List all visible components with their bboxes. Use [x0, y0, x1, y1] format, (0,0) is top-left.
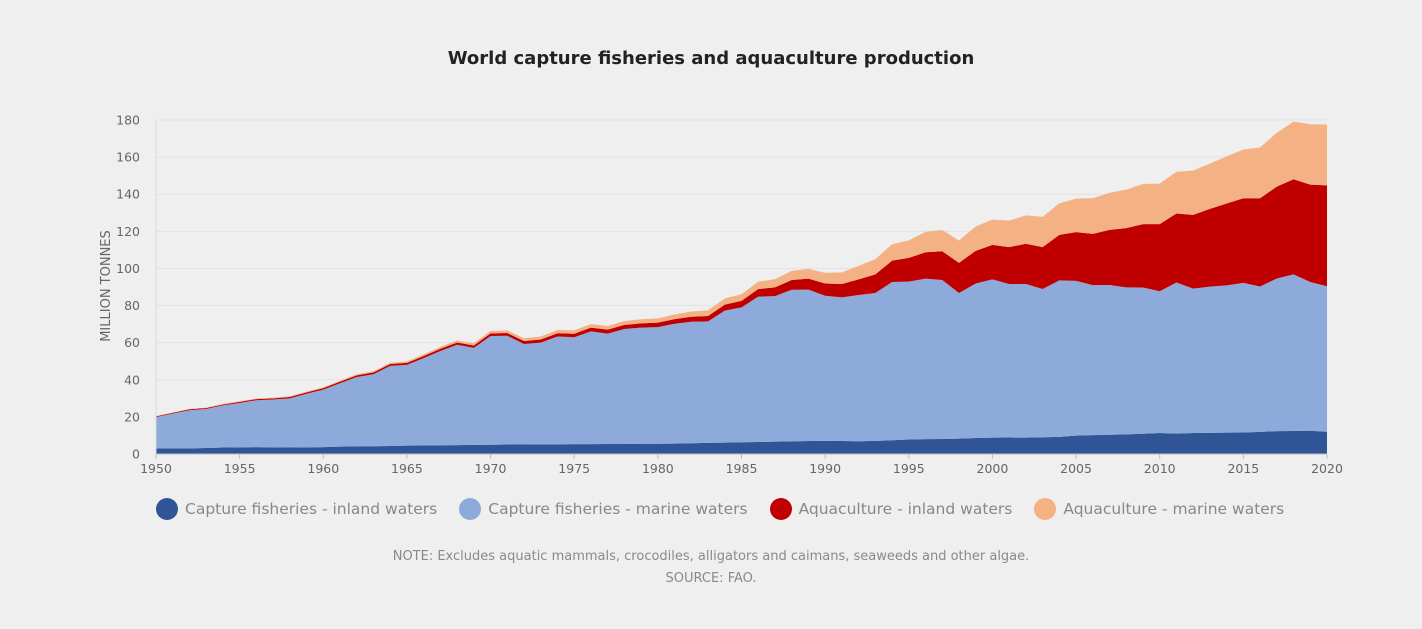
legend-swatch — [156, 498, 178, 520]
legend-swatch — [769, 498, 792, 520]
x-tick-label: 1950 — [140, 461, 172, 476]
y-axis-label: MILLION TONNES — [99, 230, 114, 342]
x-tick-label: 2020 — [1311, 461, 1343, 476]
y-tick-label: 60 — [124, 335, 140, 350]
chart-note: NOTE: Excludes aquatic mammals, crocodil… — [392, 549, 1030, 564]
legend-item-marine-aquaculture: Aquaculture - marine waters — [1034, 498, 1284, 520]
legend-swatch — [1034, 498, 1057, 520]
x-tick-label: 2005 — [1060, 461, 1092, 476]
x-tick-label: 2000 — [977, 461, 1009, 476]
y-tick-labels: 0 20 40 60 80 100 120 140 160 180 — [116, 113, 140, 462]
x-tick-label: 1960 — [307, 461, 339, 476]
area-series-0 — [156, 430, 1327, 454]
y-tick-label: 160 — [116, 150, 140, 165]
legend-label: Capture fisheries - inland waters — [185, 500, 438, 518]
x-tick-label: 1955 — [224, 461, 256, 476]
legend-swatch — [459, 498, 482, 520]
legend-label: Aquaculture - marine waters — [1063, 500, 1285, 518]
x-tick-labels: 1950 1955 1960 1965 1970 1975 1980 1985 1990 1995… — [140, 454, 1343, 476]
x-tick-label: 1970 — [475, 461, 507, 476]
y-tick-label: 100 — [116, 261, 140, 276]
x-tick-label: 2010 — [1144, 461, 1176, 476]
y-tick-label: 80 — [124, 298, 140, 313]
legend-label: Aquaculture - inland waters — [798, 500, 1013, 518]
y-tick-label: 0 — [132, 447, 140, 462]
legend-label: Capture fisheries - marine waters — [488, 500, 748, 518]
y-tick-label: 120 — [116, 224, 140, 239]
x-tick-label: 1990 — [809, 461, 841, 476]
y-tick-label: 20 — [124, 409, 140, 424]
y-tick-label: 40 — [124, 372, 140, 387]
chart-title: World capture fisheries and aquaculture … — [447, 48, 975, 69]
legend-item-marine-capture: Capture fisheries - marine waters — [459, 498, 748, 520]
x-tick-label: 1980 — [642, 461, 674, 476]
y-tick-label: 180 — [116, 113, 140, 128]
x-tick-label: 1975 — [558, 461, 590, 476]
x-tick-label: 1965 — [391, 461, 423, 476]
chart-areas — [156, 121, 1327, 454]
x-tick-label: 2015 — [1227, 461, 1259, 476]
chart-legend: Capture fisheries - inland waters Captur… — [156, 498, 1284, 520]
legend-item-inland-capture: Capture fisheries - inland waters — [156, 498, 437, 520]
chart-source: SOURCE: FAO. — [665, 571, 757, 586]
x-tick-label: 1985 — [726, 461, 758, 476]
area-series-1 — [156, 274, 1327, 449]
x-tick-label: 1995 — [893, 461, 925, 476]
y-tick-label: 140 — [116, 187, 140, 202]
legend-item-inland-aquaculture: Aquaculture - inland waters — [769, 498, 1013, 520]
